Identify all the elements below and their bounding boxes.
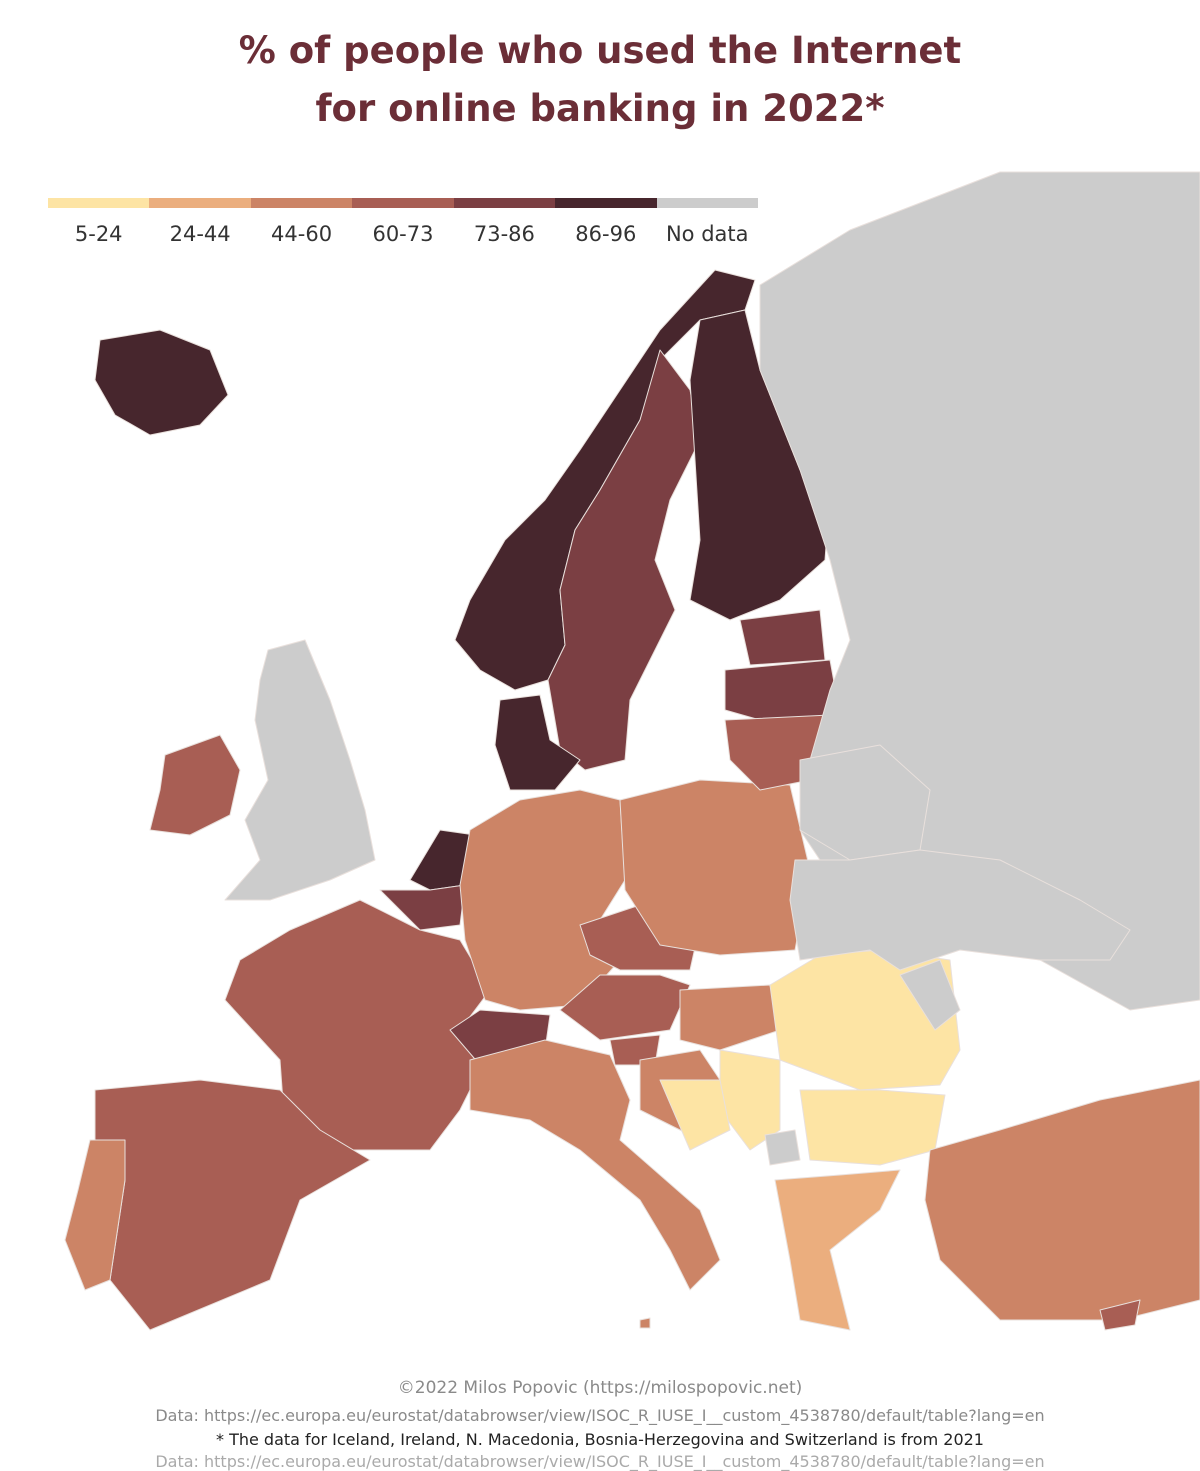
legend-swatch-44-60 bbox=[250, 198, 353, 208]
region-finland bbox=[689, 309, 831, 621]
legend-swatch-73-86 bbox=[453, 198, 556, 208]
title-line-1: % of people who used the Internet bbox=[238, 29, 962, 72]
region-cyprus bbox=[1099, 1299, 1141, 1331]
region-france bbox=[224, 899, 491, 1151]
region-bosnia-herzegovina bbox=[659, 1079, 731, 1151]
legend-label: 5-24 bbox=[74, 222, 123, 246]
region-ukraine bbox=[789, 849, 1131, 971]
legend-label: 60-73 bbox=[372, 222, 434, 246]
region-estonia bbox=[739, 609, 826, 666]
legend-label: 86-96 bbox=[575, 222, 637, 246]
legend: 5-24 24-44 44-60 60-73 73-86 86-96 No da… bbox=[48, 198, 758, 248]
region-hungary bbox=[679, 984, 781, 1051]
region-latvia bbox=[724, 659, 841, 721]
region-denmark bbox=[494, 694, 581, 791]
legend-label: 24-44 bbox=[169, 222, 231, 246]
region-turkey bbox=[924, 1079, 1200, 1321]
region-italy bbox=[469, 1039, 721, 1291]
region-poland bbox=[619, 779, 811, 956]
region-moldova bbox=[899, 959, 961, 1031]
region-united-kingdom bbox=[224, 639, 376, 901]
region-greece bbox=[774, 1169, 901, 1331]
legend-color-bar bbox=[48, 198, 758, 208]
legend-swatch-5-24 bbox=[48, 198, 150, 208]
footnote-text: * The data for Iceland, Ireland, N. Mace… bbox=[216, 1430, 984, 1449]
legend-swatch-60-73 bbox=[352, 198, 454, 208]
legend-label: 44-60 bbox=[271, 222, 333, 246]
region-malta bbox=[639, 1317, 651, 1329]
legend-swatch-24-44 bbox=[149, 198, 251, 208]
cut-off-text: Data: https://ec.europa.eu/eurostat/data… bbox=[155, 1452, 1045, 1471]
region-ireland bbox=[149, 734, 241, 836]
region-bulgaria bbox=[799, 1089, 946, 1166]
region-kosovo bbox=[764, 1129, 801, 1166]
legend-label: No data bbox=[665, 222, 749, 246]
region-portugal bbox=[64, 1139, 126, 1291]
region-iceland bbox=[94, 329, 229, 436]
title-line-2: for online banking in 2022* bbox=[315, 87, 885, 130]
legend-label: 73-86 bbox=[473, 222, 535, 246]
region-austria bbox=[559, 974, 691, 1041]
legend-swatch-86-96 bbox=[555, 198, 657, 208]
source-text: Data: https://ec.europa.eu/eurostat/data… bbox=[155, 1406, 1045, 1425]
credit-text: ©2022 Milos Popovic (https://milospopovi… bbox=[397, 1378, 803, 1398]
legend-swatch-no-data bbox=[656, 198, 758, 208]
region-sweden bbox=[547, 349, 701, 771]
map-title: % of people who used the Internet for on… bbox=[0, 22, 1200, 138]
